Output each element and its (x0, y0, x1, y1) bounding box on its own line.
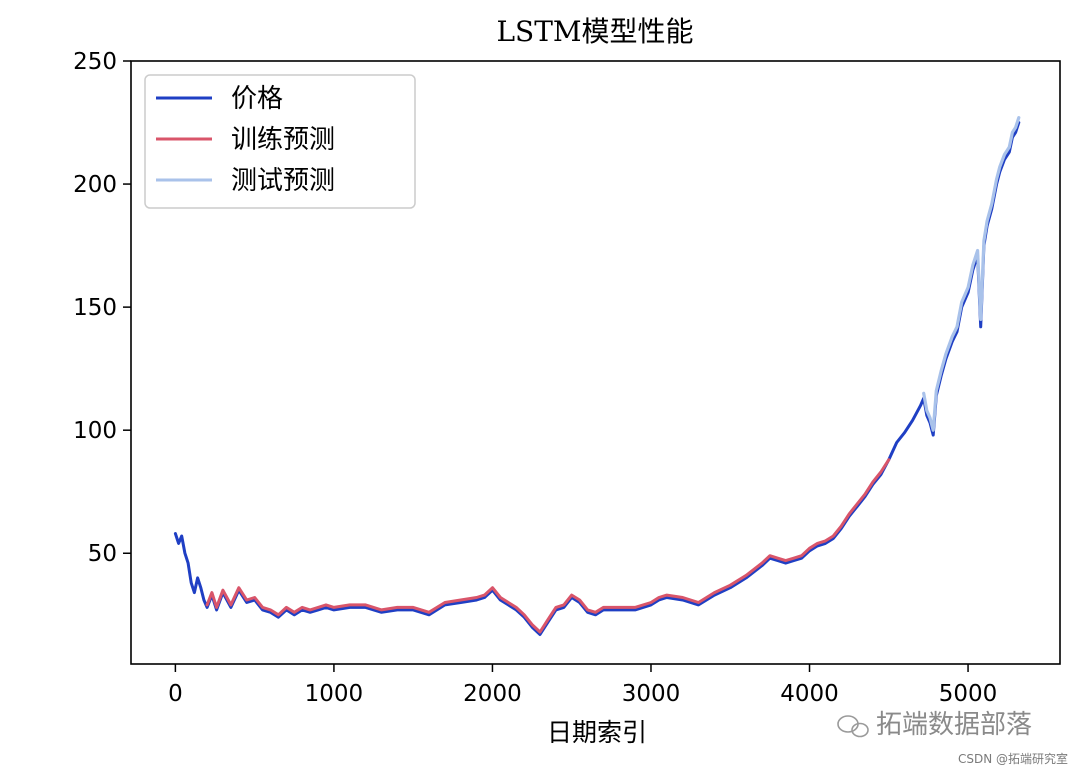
series-line-2 (205, 458, 891, 634)
watermark-text: 拓端数据部落 (876, 710, 1032, 740)
x-tick-label: 0 (168, 681, 183, 707)
watermark-csdn-text: CSDN @拓端研究室 (958, 751, 1068, 766)
y-tick-label: 200 (73, 172, 117, 198)
watermark: 拓端数据部落 CSDN @拓端研究室 (837, 710, 1068, 766)
y-axis: 50 100 150 200 250 (73, 49, 131, 567)
series-layer (173, 115, 1021, 636)
x-tick-label: 2000 (463, 681, 522, 707)
series-line-3 (922, 115, 1021, 432)
chart-title: LSTM模型性能 (496, 15, 693, 48)
y-tick-label: 150 (73, 295, 117, 321)
plot-area (130, 60, 1061, 665)
x-tick-label: 3000 (622, 681, 681, 707)
axes-frame (130, 60, 1061, 665)
wechat-icon (837, 715, 869, 738)
y-tick-label: 250 (73, 49, 117, 75)
legend-box (144, 74, 416, 209)
x-tick-label: 5000 (939, 681, 998, 707)
x-axis: 0 1000 2000 3000 4000 5000 (168, 664, 997, 707)
x-axis-label: 日期索引 (547, 718, 647, 747)
legend-label-1: 价格 (231, 84, 283, 114)
x-tick-label: 4000 (780, 681, 839, 707)
legend-label-2: 训练预测 (231, 125, 335, 155)
y-tick-label: 50 (88, 541, 117, 567)
x-tick-label: 1000 (305, 681, 364, 707)
legend-label-3: 测试预测 (231, 166, 335, 196)
y-tick-label: 100 (73, 418, 117, 444)
